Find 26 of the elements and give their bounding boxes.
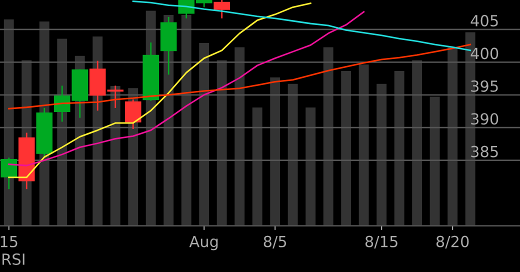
bar bbox=[448, 47, 458, 226]
bar bbox=[394, 70, 404, 226]
bar bbox=[234, 47, 245, 226]
y-tick-label: 395 bbox=[471, 80, 498, 92]
bar bbox=[358, 64, 369, 226]
y-tick-label: 390 bbox=[471, 113, 498, 125]
y-tick-label: 385 bbox=[471, 146, 498, 158]
x-tick-label: 15 bbox=[0, 236, 18, 248]
bar bbox=[270, 77, 280, 226]
x-tick-label: 8/15 bbox=[365, 236, 398, 249]
x-tick-label: 8/5 bbox=[264, 236, 286, 249]
text: RSI bbox=[2, 253, 24, 265]
bar bbox=[216, 60, 227, 226]
bar bbox=[288, 84, 298, 226]
bar bbox=[323, 47, 334, 226]
x-tick-label: Aug bbox=[189, 236, 218, 250]
bar bbox=[199, 43, 210, 226]
bar bbox=[252, 108, 262, 226]
bar bbox=[376, 84, 387, 226]
y-tick-label: 405 bbox=[470, 14, 498, 26]
bar bbox=[306, 108, 316, 226]
bar bbox=[412, 60, 422, 226]
bar bbox=[430, 96, 440, 226]
y-tick-label: 400 bbox=[470, 48, 498, 60]
x-tick-label: 8/20 bbox=[436, 236, 469, 249]
bar bbox=[341, 70, 352, 226]
